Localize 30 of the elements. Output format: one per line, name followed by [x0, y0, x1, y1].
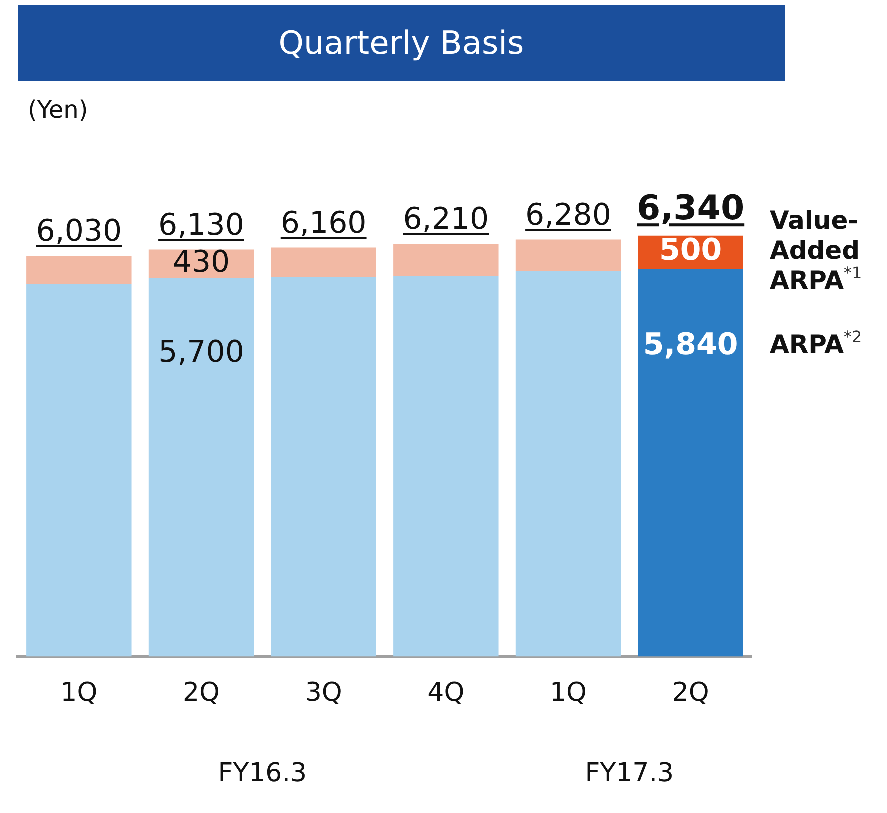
bar — [26, 284, 132, 657]
bar — [516, 240, 622, 272]
text: FY17.3 — [585, 758, 674, 789]
data-label: 5,840 — [643, 327, 738, 362]
total-label: 6,130 — [158, 208, 244, 243]
data-label: 500 — [660, 233, 722, 268]
total-label: 6,340 — [637, 188, 745, 228]
total-label: 6,280 — [526, 198, 612, 233]
data-label: 430 — [172, 244, 230, 280]
x-tick-label: 1Q — [550, 678, 588, 708]
bar — [148, 278, 254, 657]
chart-title: Quarterly Basis — [18, 5, 785, 81]
total-label: 6,030 — [36, 214, 122, 250]
bar — [394, 244, 499, 276]
x-tick-label: 1Q — [60, 678, 98, 708]
bar — [271, 276, 376, 657]
x-tick-label: 2Q — [672, 678, 710, 708]
text: FY16.3 — [218, 758, 308, 789]
data-label: 5,700 — [158, 334, 244, 370]
x-tick-label: 2Q — [182, 678, 220, 708]
total-label: 6,210 — [403, 202, 490, 238]
bar — [638, 269, 744, 657]
x-tick-label: 4Q — [428, 678, 465, 708]
bar — [516, 271, 622, 657]
bar — [394, 276, 499, 657]
bar — [271, 248, 376, 277]
x-tick-label: 3Q — [305, 678, 342, 708]
total-label: 6,160 — [280, 206, 367, 241]
y-axis-title: (Yen) — [28, 96, 88, 124]
bar — [26, 256, 132, 284]
